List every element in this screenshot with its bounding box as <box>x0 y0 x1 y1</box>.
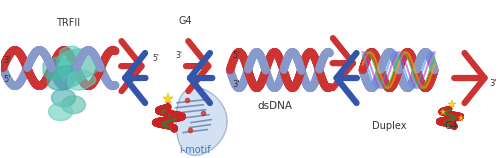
Text: 3': 3' <box>232 80 239 89</box>
Text: i-motif: i-motif <box>180 145 211 155</box>
Text: dsDNA: dsDNA <box>258 101 292 111</box>
Text: G4: G4 <box>178 16 192 27</box>
Polygon shape <box>48 66 84 90</box>
Polygon shape <box>48 103 72 121</box>
Polygon shape <box>60 46 84 64</box>
Text: Duplex: Duplex <box>372 121 407 131</box>
Text: G4: G4 <box>444 121 458 131</box>
Text: 3': 3' <box>490 79 497 88</box>
Text: 3': 3' <box>4 56 12 65</box>
Text: TRFII: TRFII <box>56 18 80 28</box>
Polygon shape <box>62 96 86 114</box>
Text: 5': 5' <box>4 76 11 85</box>
Text: 5': 5' <box>232 51 239 60</box>
Polygon shape <box>176 88 227 155</box>
Polygon shape <box>68 70 96 90</box>
Polygon shape <box>56 49 100 81</box>
Polygon shape <box>43 57 73 79</box>
Text: 5': 5' <box>152 54 160 63</box>
Text: 3': 3' <box>175 51 182 60</box>
Polygon shape <box>52 89 76 107</box>
